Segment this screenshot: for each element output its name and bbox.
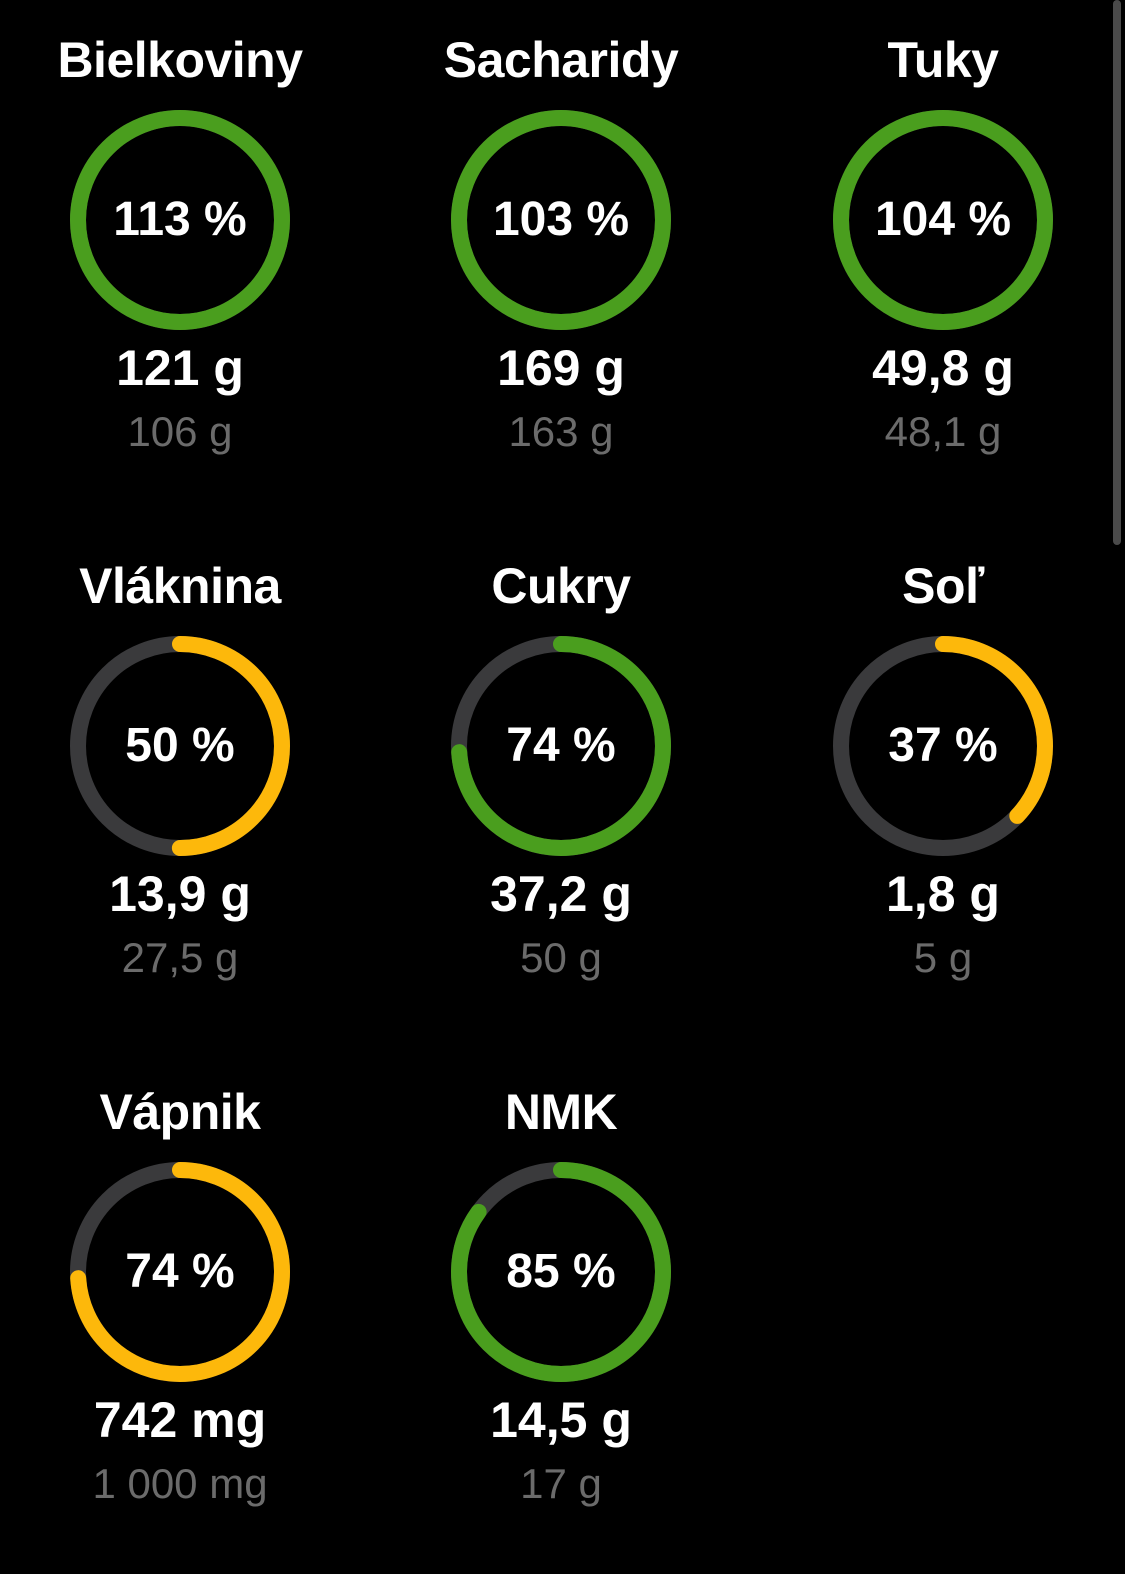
nutrient-target: 1 000 mg — [92, 1460, 268, 1507]
progress-percent: 113 % — [113, 193, 247, 246]
progress-ring-svg — [451, 1162, 671, 1382]
nutrient-target: 17 g — [520, 1460, 602, 1507]
progress-percent: 104 % — [874, 193, 1012, 246]
nutrient-value: 49,8 g — [872, 340, 1014, 396]
nutrient-name: Soľ — [902, 558, 984, 614]
scrollbar[interactable] — [1113, 0, 1121, 545]
progress-ring-fill — [833, 636, 1053, 856]
progress-percent: 37 % — [888, 719, 998, 772]
nutrient-value: 742 mg — [93, 1392, 267, 1448]
progress-ring-fill — [70, 636, 290, 856]
nutrient-name: Sacharidy — [443, 32, 679, 88]
progress-ring-svg — [70, 636, 290, 856]
nutrient-name: Tuky — [887, 32, 1000, 88]
progress-ring-fill — [451, 1162, 671, 1382]
nutrient-target: 50 g — [520, 934, 602, 981]
progress-ring: 104 % — [833, 110, 1053, 330]
nutrient-value: 1,8 g — [886, 866, 1000, 922]
progress-ring: 113 % — [70, 110, 290, 330]
nutrient-target: 27,5 g — [121, 934, 239, 981]
progress-ring: 37 % — [833, 636, 1053, 856]
nutrient-value: 14,5 g — [490, 1392, 632, 1448]
progress-percent: 74 % — [506, 719, 616, 772]
nutrient-value: 121 g — [116, 340, 244, 396]
progress-percent: 74 % — [125, 1245, 235, 1298]
nutrient-name: Vápnik — [99, 1084, 261, 1140]
progress-ring-svg — [833, 110, 1053, 330]
progress-ring: 74 % — [451, 636, 671, 856]
progress-ring-fill — [451, 636, 671, 856]
nutrient-name: Cukry — [491, 558, 631, 614]
progress-ring-fill — [70, 1162, 290, 1382]
progress-ring: 74 % — [70, 1162, 290, 1382]
progress-ring: 103 % — [451, 110, 671, 330]
nutrient-value: 37,2 g — [490, 866, 632, 922]
progress-ring-svg — [451, 110, 671, 330]
nutrient-target: 163 g — [508, 408, 614, 455]
nutrient-name: Bielkoviny — [57, 32, 303, 88]
progress-ring-svg — [451, 636, 671, 856]
nutrient-target: 5 g — [913, 934, 973, 981]
progress-ring-svg — [833, 636, 1053, 856]
nutrient-name: Vláknina — [79, 558, 281, 614]
progress-ring: 50 % — [70, 636, 290, 856]
progress-ring-fill — [451, 110, 671, 330]
nutrient-value: 13,9 g — [109, 866, 251, 922]
progress-percent: 103 % — [492, 193, 630, 246]
progress-ring-fill — [70, 110, 290, 330]
progress-ring-svg — [70, 110, 290, 330]
progress-ring-svg — [70, 1162, 290, 1382]
progress-percent: 85 % — [506, 1245, 616, 1298]
progress-ring: 85 % — [451, 1162, 671, 1382]
nutrient-target: 106 g — [127, 408, 233, 455]
progress-ring-fill — [833, 110, 1053, 330]
nutrient-target: 48,1 g — [884, 408, 1002, 455]
nutrient-name: NMK — [504, 1084, 618, 1140]
nutrient-value: 169 g — [497, 340, 625, 396]
progress-percent: 50 % — [125, 719, 235, 772]
